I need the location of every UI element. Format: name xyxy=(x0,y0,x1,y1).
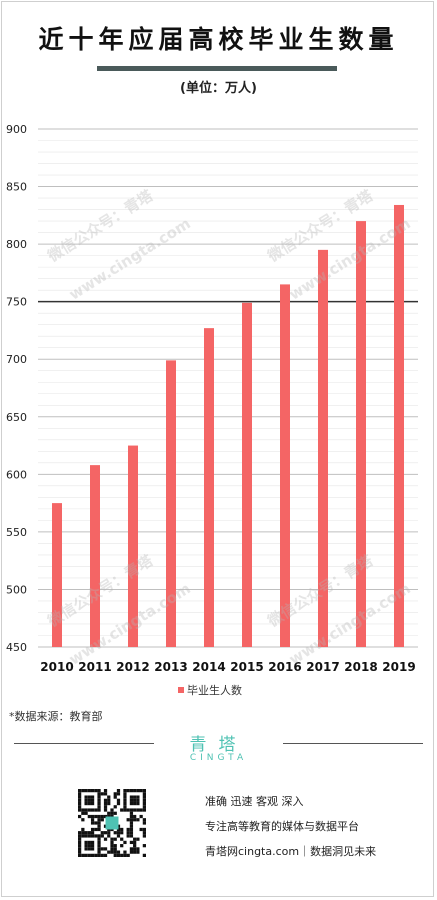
brand-divider-left xyxy=(14,743,154,744)
brand-name-en: CINGTA xyxy=(189,753,248,763)
footer-site[interactable]: 青塔网cingta.com｜数据洞见未来 xyxy=(205,845,377,858)
bar-2016 xyxy=(280,284,290,647)
footer-slogan: 准确 迅速 客观 深入 xyxy=(205,795,304,808)
y-tick-label: 550 xyxy=(6,526,27,539)
y-tick-label: 450 xyxy=(6,641,27,654)
chart-title: 近十年应届高校毕业生数量 xyxy=(38,25,399,54)
title-underline xyxy=(97,66,337,71)
bar-2019 xyxy=(394,204,404,647)
unit-label: (单位：万人) xyxy=(180,81,257,96)
legend-label: 毕业生人数 xyxy=(187,684,242,697)
x-tick-label: 2015 xyxy=(230,660,263,674)
legend: 毕业生人数 xyxy=(178,682,242,698)
x-tick-label: 2019 xyxy=(382,660,415,674)
y-tick-label: 750 xyxy=(6,296,27,309)
y-tick-label: 500 xyxy=(6,583,27,596)
x-tick-label: 2017 xyxy=(306,660,339,674)
y-tick-label: 900 xyxy=(6,123,27,136)
x-tick-label: 2018 xyxy=(344,660,377,674)
bar-2017 xyxy=(318,249,328,647)
brand-divider-right xyxy=(283,743,423,744)
x-tick-label: 2016 xyxy=(268,660,301,674)
y-tick-label: 650 xyxy=(6,411,27,424)
bar-2015 xyxy=(242,302,252,647)
bar-2018 xyxy=(356,221,366,648)
x-tick-label: 2010 xyxy=(40,660,73,674)
bar-2011 xyxy=(90,465,100,647)
y-tick-label: 700 xyxy=(6,353,27,366)
y-tick-label: 600 xyxy=(6,468,27,481)
source-note: *数据来源：教育部 xyxy=(9,710,103,723)
brand-name: 青塔 xyxy=(189,735,248,755)
x-tick-label: 2012 xyxy=(116,660,149,674)
y-tick-label: 850 xyxy=(6,181,27,194)
x-tick-label: 2011 xyxy=(78,660,111,674)
x-tick-label: 2014 xyxy=(192,660,225,674)
bar-2013 xyxy=(166,360,176,647)
x-tick-label: 2013 xyxy=(154,660,187,674)
footer-tagline: 专注高等教育的媒体与数据平台 xyxy=(205,820,359,833)
legend-swatch xyxy=(178,687,184,693)
bar-2010 xyxy=(52,503,62,647)
qr-code-icon[interactable] xyxy=(78,789,146,857)
bar-chart: 450 500 550 600 650 700 750 800 850 900 2010 2011 20… xyxy=(6,123,418,674)
y-tick-label: 800 xyxy=(6,238,27,251)
bar-2014 xyxy=(204,328,214,647)
bar-2012 xyxy=(128,445,138,647)
